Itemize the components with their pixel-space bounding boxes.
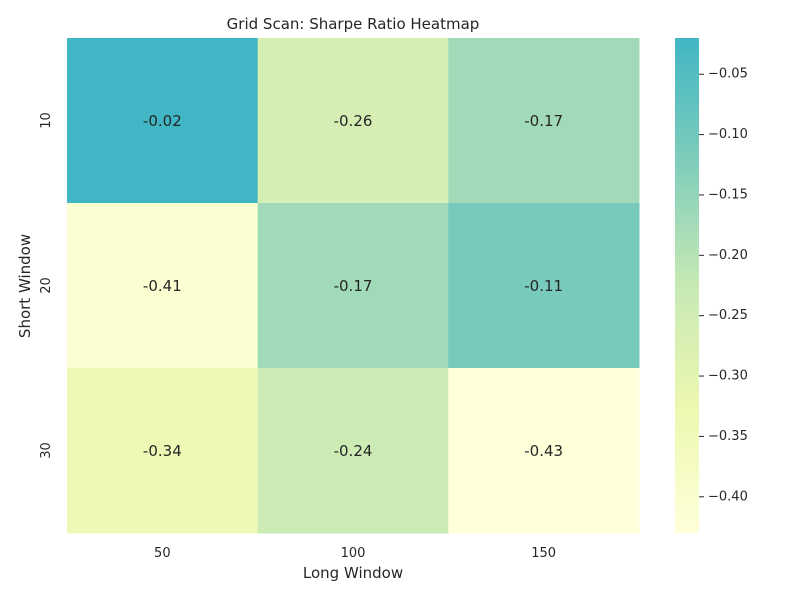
y-axis-label: Short Window [16, 234, 34, 338]
colorbar-tick-label: −0.40 [708, 489, 748, 504]
heatmap-cell [257, 38, 449, 204]
chart-title: Grid Scan: Sharpe Ratio Heatmap [227, 15, 480, 33]
cell-value-label: -0.43 [524, 442, 563, 460]
x-axis-label: Long Window [303, 564, 403, 582]
x-tick-label: 100 [341, 546, 366, 561]
colorbar-tick-label: −0.35 [708, 429, 748, 444]
y-tick-label: 30 [39, 442, 54, 459]
colorbar-ticks: −0.05 −0.10 −0.15 −0.20 −0.25 −0.30 −0.35 −0.40 [699, 67, 748, 504]
cell-value-label: -0.17 [334, 277, 373, 295]
colorbar-tick-label: −0.25 [708, 308, 748, 323]
x-axis-ticks: 50 100 150 [154, 546, 556, 561]
cell-value-label: -0.41 [143, 277, 182, 295]
cell-value-label: -0.34 [143, 442, 182, 460]
colorbar [675, 38, 699, 533]
colorbar-tick-label: −0.15 [708, 187, 748, 202]
y-axis-ticks: 10 20 30 [39, 112, 54, 459]
cell-value-label: -0.02 [143, 112, 182, 130]
colorbar-tick-label: −0.10 [708, 127, 748, 142]
colorbar-tick-label: −0.20 [708, 248, 748, 263]
heatmap-cell-labels: -0.02 -0.26 -0.17 -0.41 -0.17 -0.11 -0.34 -0.24… [143, 112, 563, 460]
heatmap-cell [448, 203, 640, 369]
heatmap-cells [67, 38, 640, 534]
cell-value-label: -0.17 [524, 112, 563, 130]
colorbar-tick-label: −0.05 [708, 67, 748, 82]
cell-value-label: -0.26 [334, 112, 373, 130]
heatmap-cell [257, 368, 449, 534]
heatmap-cell [448, 368, 640, 534]
cell-value-label: -0.24 [334, 442, 373, 460]
y-tick-label: 10 [39, 112, 54, 129]
heatmap-cell [257, 203, 449, 369]
colorbar-tick-label: −0.30 [708, 369, 748, 384]
x-tick-label: 50 [154, 546, 171, 561]
heatmap-cell [67, 203, 259, 369]
heatmap-cell [67, 38, 259, 204]
cell-value-label: -0.11 [524, 277, 563, 295]
y-tick-label: 20 [39, 277, 54, 294]
x-tick-label: 150 [531, 546, 556, 561]
heatmap-cell [67, 368, 259, 534]
heatmap-cell [448, 38, 640, 204]
